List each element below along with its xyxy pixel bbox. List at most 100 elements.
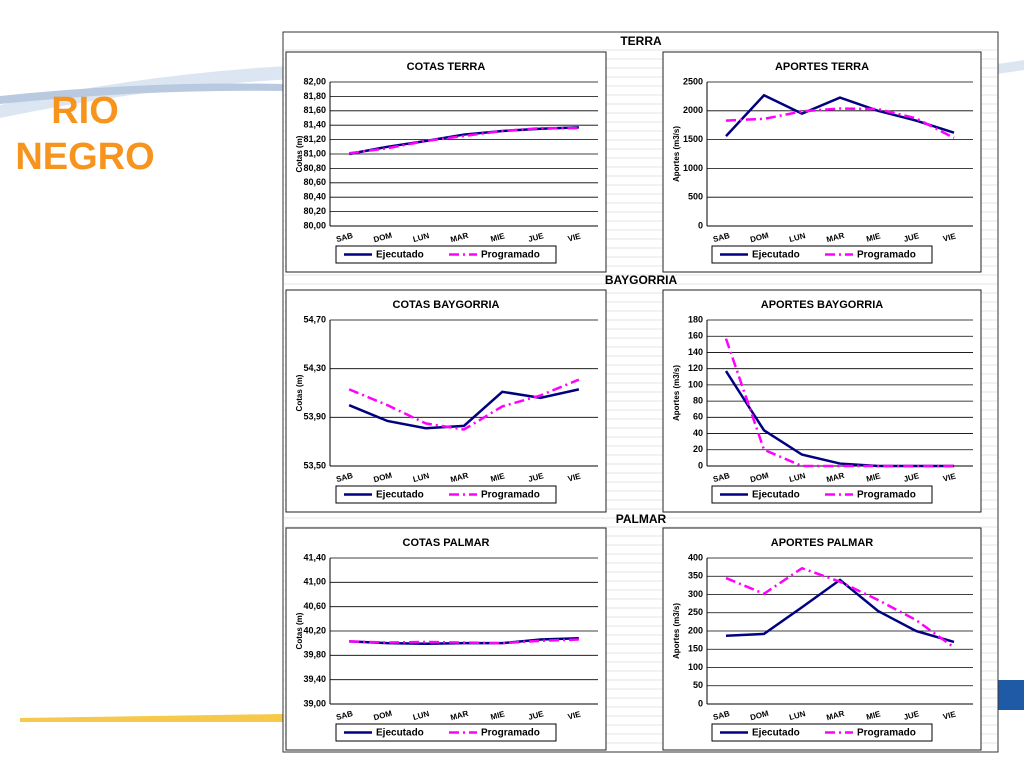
y-tick-label: 300 — [688, 589, 703, 599]
x-tick-label: SAB — [712, 709, 731, 722]
y-tick-label: 50 — [693, 680, 703, 690]
x-tick-label: JUE — [903, 709, 921, 722]
data-line — [348, 378, 580, 431]
chart-title: APORTES PALMAR — [771, 537, 874, 549]
legend-box — [335, 485, 557, 504]
y-tick-label: 53,50 — [303, 460, 326, 470]
y-tick-label: 2500 — [683, 76, 703, 86]
y-tick-label: 20 — [693, 444, 703, 454]
chart-title: COTAS BAYGORRIA — [393, 299, 500, 311]
y-tick-label: 80,60 — [303, 177, 326, 187]
slide-title: RIO NEGRO — [15, 90, 155, 178]
y-tick-label: 180 — [688, 314, 703, 324]
y-axis-title: Aportes (m3/s) — [672, 126, 681, 182]
y-tick-label: 150 — [688, 644, 703, 654]
chart-frame — [285, 289, 607, 513]
y-tick-label: 350 — [688, 571, 703, 581]
y-axis-title: Cotas (m) — [295, 135, 304, 172]
x-tick-label: MIE — [490, 471, 507, 484]
y-tick-label: 39,40 — [303, 674, 326, 684]
data-line — [349, 638, 579, 645]
x-tick-label: SAB — [335, 709, 354, 722]
legend-label: Programado — [481, 728, 540, 739]
x-tick-label: VIE — [567, 709, 582, 721]
y-tick-label: 140 — [688, 347, 703, 357]
legend-label: Ejecutado — [376, 250, 424, 261]
y-tick-label: 80,00 — [303, 220, 326, 230]
chart-title: COTAS TERRA — [407, 61, 486, 73]
y-tick-label: 81,80 — [303, 91, 326, 101]
legend-label: Ejecutado — [752, 490, 800, 501]
y-tick-label: 500 — [688, 192, 703, 202]
y-tick-label: 54,70 — [303, 314, 326, 324]
legend-box — [711, 485, 933, 504]
chart-frame — [662, 527, 982, 751]
y-tick-label: 250 — [688, 607, 703, 617]
section-title: PALMAR — [616, 512, 667, 526]
y-axis-title: Aportes (m3/s) — [672, 603, 681, 659]
x-tick-label: VIE — [942, 709, 957, 721]
data-line — [724, 370, 954, 468]
x-tick-label: SAB — [712, 471, 731, 484]
x-tick-label: LUN — [788, 709, 806, 722]
x-tick-label: LUN — [412, 231, 430, 244]
y-tick-label: 80,20 — [303, 206, 326, 216]
y-tick-label: 41,00 — [303, 577, 326, 587]
y-tick-label: 39,00 — [303, 698, 326, 708]
legend-label: Ejecutado — [376, 728, 424, 739]
x-tick-label: LUN — [788, 471, 806, 484]
y-tick-label: 120 — [688, 363, 703, 373]
y-tick-label: 100 — [688, 662, 703, 672]
data-line — [725, 566, 955, 649]
section-title: BAYGORRIA — [605, 273, 678, 287]
data-line — [725, 578, 955, 644]
section-title: TERRA — [620, 34, 662, 48]
y-tick-label: 100 — [688, 379, 703, 389]
y-tick-label: 80,40 — [303, 192, 326, 202]
y-tick-label: 80,80 — [303, 163, 326, 173]
y-tick-label: 60 — [693, 412, 703, 422]
swoosh — [0, 60, 1024, 118]
legend-label: Programado — [481, 490, 540, 501]
legend-box — [335, 723, 557, 742]
y-tick-label: 81,20 — [303, 134, 326, 144]
x-tick-label: VIE — [567, 231, 582, 243]
y-tick-label: 81,60 — [303, 105, 326, 115]
stripe — [20, 714, 283, 722]
y-tick-label: 0 — [698, 460, 703, 470]
y-tick-label: 53,90 — [303, 412, 326, 422]
logo — [998, 680, 1024, 710]
y-tick-label: 1000 — [683, 163, 703, 173]
x-tick-label: MIE — [490, 709, 507, 722]
title-box: RIO NEGRO — [15, 90, 155, 178]
legend-label: Programado — [857, 728, 916, 739]
y-tick-label: 1500 — [683, 134, 703, 144]
x-tick-label: VIE — [567, 471, 582, 483]
legend-box — [711, 245, 933, 264]
data-line — [725, 107, 955, 139]
y-tick-label: 82,00 — [303, 76, 326, 86]
chart-title: APORTES TERRA — [775, 61, 869, 73]
y-tick-label: 0 — [698, 698, 703, 708]
legend-label: Ejecutado — [752, 250, 800, 261]
x-tick-label: SAB — [712, 231, 731, 244]
y-axis-title: Aportes (m3/s) — [672, 365, 681, 421]
y-tick-label: 200 — [688, 625, 703, 635]
y-tick-label: 41,40 — [303, 552, 326, 562]
x-tick-label: JUE — [527, 471, 545, 484]
x-tick-label: MIE — [865, 471, 882, 484]
legend-label: Ejecutado — [376, 490, 424, 501]
y-tick-label: 80 — [693, 395, 703, 405]
legend-box — [711, 723, 933, 742]
x-tick-label: VIE — [942, 231, 957, 243]
y-tick-label: 39,80 — [303, 650, 326, 660]
y-tick-label: 40,60 — [303, 601, 326, 611]
chart-frame — [662, 51, 982, 273]
y-tick-label: 81,40 — [303, 120, 326, 130]
x-tick-label: JUE — [903, 471, 921, 484]
x-tick-label: VIE — [942, 471, 957, 483]
x-tick-label: MIE — [490, 231, 507, 244]
x-tick-label: LUN — [412, 709, 430, 722]
x-tick-label: SAB — [335, 231, 354, 244]
